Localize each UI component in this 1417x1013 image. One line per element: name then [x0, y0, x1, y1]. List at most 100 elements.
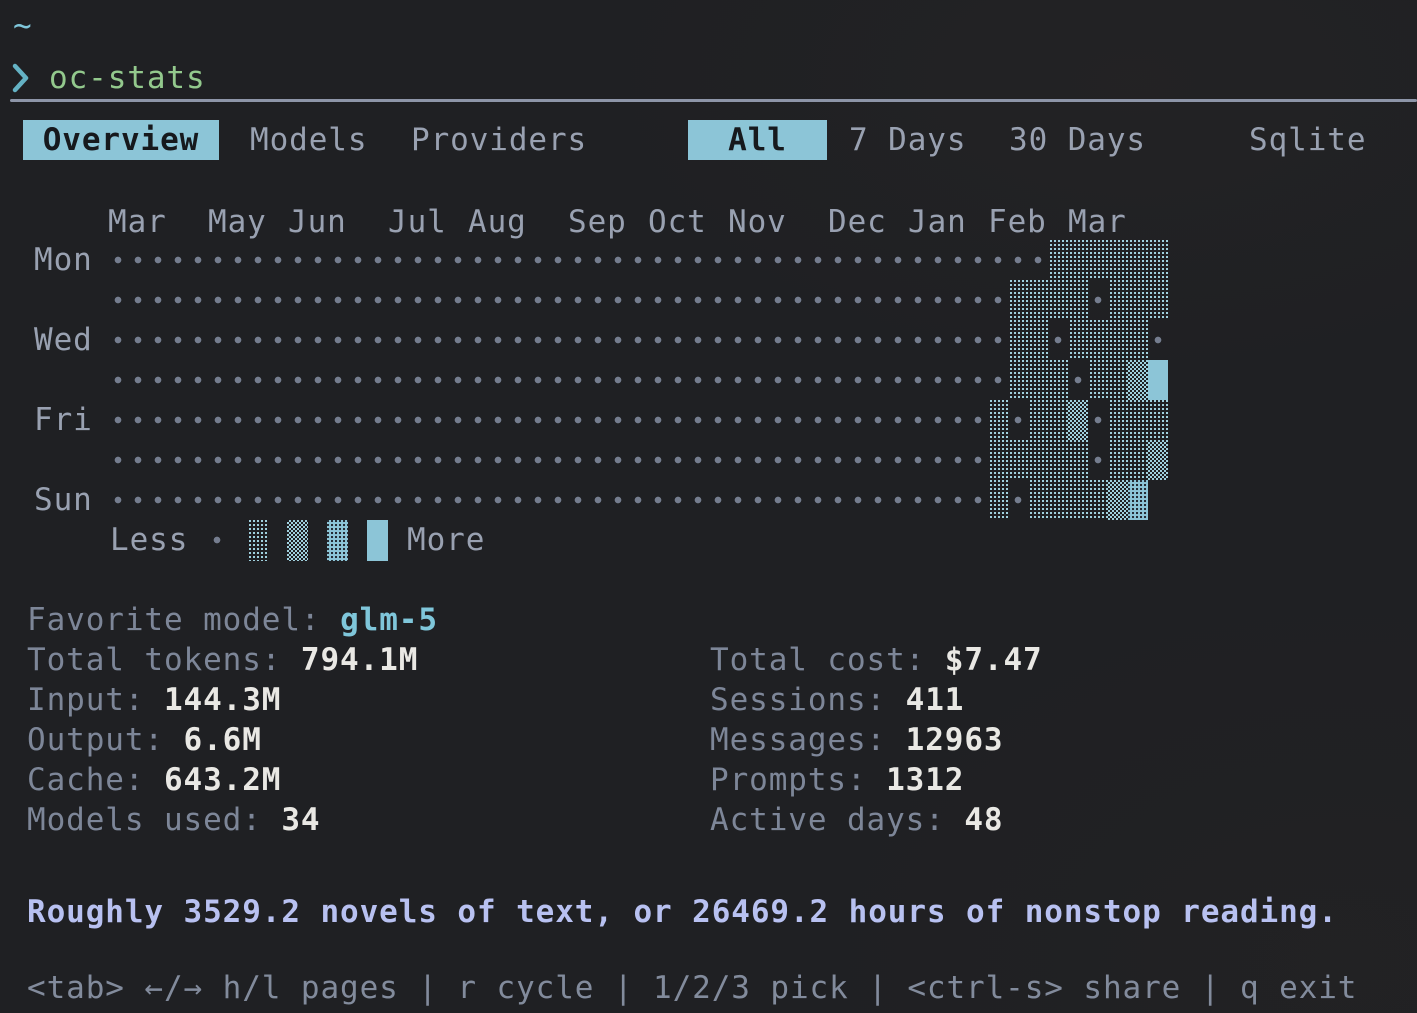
stat-value: glm-5	[340, 602, 438, 638]
heatmap-empty-day	[448, 480, 468, 520]
heatmap-empty-day	[208, 320, 228, 360]
heatmap-empty-day	[528, 240, 548, 280]
heatmap-empty-day	[848, 320, 868, 360]
stat-label: Models used:	[27, 802, 262, 838]
heatmap-empty-day	[728, 280, 748, 320]
stat-row-output: Output: 6.6M	[27, 720, 262, 760]
heatmap-empty-day	[868, 400, 888, 440]
heatmap-empty-day	[108, 240, 128, 280]
heatmap-empty-day	[728, 360, 748, 400]
heatmap-active-day	[1108, 280, 1128, 320]
prompt-chevron-icon	[12, 63, 29, 93]
heatmap-empty-day	[688, 320, 708, 360]
tab-overview[interactable]: Overview	[23, 120, 219, 160]
heatmap-empty-day	[568, 360, 588, 400]
heatmap-empty-day	[228, 320, 248, 360]
heatmap-empty-day	[248, 400, 268, 440]
heatmap-empty-day	[908, 440, 928, 480]
heatmap-empty-day	[148, 440, 168, 480]
heatmap-empty-day	[668, 240, 688, 280]
heatmap-empty-day	[788, 400, 808, 440]
heatmap-empty-day	[768, 480, 788, 520]
legend-level3-swatch	[327, 520, 348, 561]
heatmap-empty-day	[928, 360, 948, 400]
heatmap-active-day	[1128, 320, 1148, 360]
heatmap-active-day	[1128, 400, 1148, 440]
day-label-fri: Fri	[34, 402, 93, 438]
heatmap-empty-day	[748, 320, 768, 360]
heatmap-empty-day	[568, 280, 588, 320]
stat-row-models-used: Models used: 34	[27, 800, 321, 840]
range-30-days[interactable]: 30 Days	[1009, 122, 1146, 158]
heatmap-empty-day	[228, 360, 248, 400]
heatmap-active-day	[1128, 280, 1148, 320]
heatmap-empty-day	[828, 320, 848, 360]
stat-value: 643.2M	[163, 762, 282, 798]
range-7-days[interactable]: 7 Days	[849, 122, 967, 158]
summary-text: Roughly 3529.2 novels of text, or 26469.…	[27, 894, 1338, 930]
heatmap-empty-day	[708, 360, 728, 400]
heatmap-empty-day	[908, 320, 928, 360]
heatmap-active-day	[1048, 480, 1068, 520]
heatmap-empty-day	[888, 280, 908, 320]
heatmap-active-day	[1148, 240, 1168, 280]
heatmap-active-day	[1108, 440, 1128, 480]
heatmap-empty-day	[728, 240, 748, 280]
heatmap-empty-day	[768, 320, 788, 360]
heatmap-empty-day	[1088, 440, 1108, 480]
heatmap-empty-day	[888, 400, 908, 440]
tab-sqlite[interactable]: Sqlite	[1249, 122, 1367, 158]
heatmap-empty-day	[328, 240, 348, 280]
month-label: Oct	[648, 204, 707, 240]
heatmap-empty-day	[188, 400, 208, 440]
shell-cwd: ~	[13, 8, 33, 44]
heatmap-empty-day	[368, 240, 388, 280]
heatmap-empty-day	[108, 360, 128, 400]
heatmap-empty-day	[188, 280, 208, 320]
month-label: Mar	[108, 204, 167, 240]
heatmap-empty-day	[888, 360, 908, 400]
heatmap-empty-day	[468, 400, 488, 440]
stat-value: 48	[964, 802, 1004, 838]
stat-label: Prompts:	[710, 762, 867, 798]
heatmap-empty-day	[268, 440, 288, 480]
heatmap-empty-day	[648, 480, 668, 520]
tab-models[interactable]: Models	[250, 122, 368, 158]
heatmap-empty-day	[728, 480, 748, 520]
month-row: Mar May Jun Jul Aug Sep Oct Nov Dec Jan Feb Mar	[0, 202, 1417, 242]
month-label: Mar	[1068, 204, 1127, 240]
heatmap-empty-day	[228, 280, 248, 320]
heatmap-active-day	[1108, 320, 1128, 360]
heatmap-active-day	[988, 480, 1008, 520]
stat-row-prompts: Prompts: 1312	[710, 760, 964, 800]
month-label: Dec	[828, 204, 887, 240]
heatmap-empty-day	[308, 280, 328, 320]
heatmap-empty-day	[928, 480, 948, 520]
heatmap-empty-day	[948, 440, 968, 480]
heatmap-empty-day	[568, 480, 588, 520]
heatmap-empty-day	[688, 240, 708, 280]
heatmap-empty-day	[848, 240, 868, 280]
heatmap-empty-day	[248, 360, 268, 400]
range-all[interactable]: All	[688, 120, 827, 160]
heatmap-empty-day	[448, 280, 468, 320]
heatmap-empty-day	[628, 320, 648, 360]
heatmap-empty-day	[808, 280, 828, 320]
heatmap-empty-day	[828, 480, 848, 520]
heatmap-empty-day	[788, 480, 808, 520]
stat-label: Active days:	[710, 802, 945, 838]
heatmap-empty-day	[248, 440, 268, 480]
month-label: May	[208, 204, 267, 240]
heatmap-empty-day	[908, 280, 928, 320]
heatmap-active-day	[1028, 480, 1048, 520]
heatmap-empty-day	[428, 320, 448, 360]
heatmap-empty-day	[948, 320, 968, 360]
legend-level1-swatch	[247, 520, 268, 561]
heatmap-empty-day	[668, 400, 688, 440]
tab-providers[interactable]: Providers	[411, 122, 588, 158]
divider-rule	[10, 99, 1417, 102]
heatmap-active-day	[1068, 240, 1088, 280]
heatmap-grid	[108, 240, 1168, 520]
heatmap-empty-day	[128, 360, 148, 400]
heatmap-empty-day	[408, 360, 428, 400]
